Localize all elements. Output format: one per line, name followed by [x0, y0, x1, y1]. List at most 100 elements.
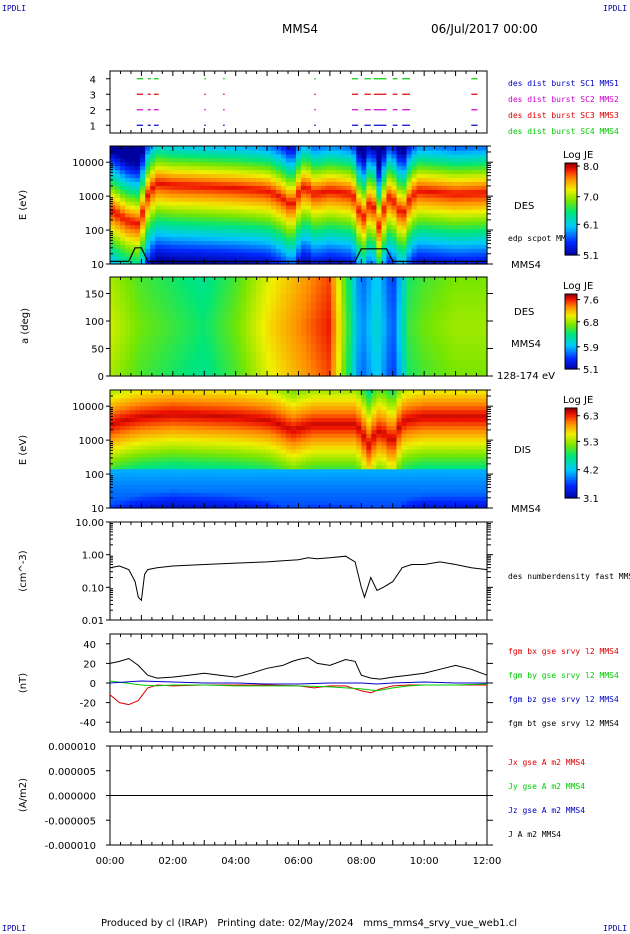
des-energy-cell: [255, 208, 262, 214]
dis-energy-cell: [331, 445, 337, 450]
dis-energy-cell: [245, 496, 252, 501]
des-energy-cell: [255, 149, 262, 155]
des-pitch-cell: [155, 301, 161, 311]
des-energy-cell: [205, 185, 212, 190]
des-energy-cell: [250, 252, 257, 257]
des-energy-cell: [351, 153, 357, 159]
dis-energy-cell: [326, 476, 332, 482]
dis-energy-cell: [190, 492, 197, 497]
des-energy-cell: [441, 169, 448, 175]
dis-energy-cell: [326, 500, 332, 505]
dis-energy-cell: [260, 456, 267, 462]
des-pitch-cell: [250, 277, 257, 286]
des-pitch-cell: [130, 351, 136, 361]
des-pitch-cell: [270, 359, 277, 369]
des-pitch-cell: [140, 293, 146, 303]
des-energy-cell: [290, 208, 297, 214]
dis-energy-cell: [260, 484, 267, 489]
des-pitch-cell: [456, 301, 463, 311]
des-energy-cell: [346, 252, 352, 257]
des-energy-cell: [130, 224, 136, 230]
des-pitch-cell: [351, 359, 357, 369]
dis-energy-cell: [145, 452, 151, 458]
dis-energy-cell: [120, 472, 126, 478]
des-pitch-cell: [441, 285, 448, 295]
des-pitch-cell: [466, 310, 473, 319]
des-pitch-cell: [270, 310, 277, 319]
dis-energy-cell: [311, 437, 317, 442]
des-energy-cell: [120, 232, 126, 238]
des-energy-cell: [366, 216, 372, 222]
des-pitch-cell: [290, 277, 297, 286]
des-energy-ytick-label: 10000: [72, 158, 104, 169]
dis-energy-cell: [190, 405, 197, 411]
des-energy-cell: [275, 244, 282, 249]
des-energy-cell: [396, 165, 403, 171]
des-energy-cell: [421, 208, 428, 214]
des-energy-cell: [431, 205, 438, 210]
des-energy-cell: [336, 193, 342, 198]
des-energy-cell: [401, 153, 408, 159]
des-pitch-cell: [250, 367, 257, 377]
des-energy-cell: [316, 173, 322, 179]
dis-energy-cell: [230, 449, 237, 454]
des-energy-cell: [321, 157, 327, 163]
des-pitch-cell: [230, 326, 237, 336]
des-pitch-cell: [326, 277, 332, 286]
dis-energy-cell: [301, 480, 307, 485]
des-energy-cell: [260, 236, 267, 241]
dis-energy-cell: [155, 500, 161, 505]
dis-energy-cell: [290, 456, 297, 462]
dis-energy-cell: [275, 405, 282, 411]
des-pitch-cell: [476, 334, 483, 344]
dis-energy-cell: [275, 390, 282, 395]
des-energy-cell: [436, 248, 443, 253]
des-pitch-cell: [200, 351, 207, 361]
des-energy-cell: [306, 224, 312, 230]
des-energy-cell: [295, 240, 302, 245]
dis-energy-cell: [175, 445, 181, 450]
des-energy-cell: [351, 216, 357, 222]
des-energy-cell: [155, 208, 161, 214]
dis-energy-cell: [120, 425, 126, 430]
des-energy-cell: [225, 185, 232, 190]
des-energy-cell: [185, 244, 192, 249]
des-energy-cell: [436, 256, 443, 261]
dis-energy-cell: [250, 409, 257, 415]
des-energy-cell: [280, 201, 287, 206]
des-energy-cell: [401, 232, 408, 238]
des-energy-cell: [225, 220, 232, 226]
dis-energy-cell: [245, 401, 252, 407]
des-pitch-cell: [436, 293, 443, 303]
des-energy-cell: [135, 236, 141, 241]
dis-energy-cell: [120, 500, 126, 505]
des-energy-cell: [225, 244, 232, 249]
dis-energy-cell: [220, 452, 227, 458]
des-energy-cell: [285, 197, 292, 202]
des-energy-cell: [245, 146, 252, 151]
des-energy-cell: [200, 260, 207, 265]
dis-energy-cell: [240, 492, 247, 497]
des-energy-cell: [245, 177, 252, 182]
des-energy-cell: [366, 228, 372, 234]
des-pitch-cell: [306, 310, 312, 319]
des-energy-cell: [155, 177, 161, 182]
dis-energy-cell: [210, 405, 217, 411]
dis-energy-cell: [210, 484, 217, 489]
des-pitch-cell: [411, 301, 418, 311]
des-energy-cell: [190, 157, 197, 163]
des-pitch-cell: [426, 367, 433, 377]
des-energy-cell: [285, 161, 292, 167]
des-pitch-cell: [361, 285, 367, 295]
dis-energy-cell: [225, 452, 232, 458]
des-energy-cell: [461, 157, 468, 163]
des-pitch-colorbar-cell: [565, 310, 577, 314]
des-energy-cell: [421, 149, 428, 155]
des-pitch-cell: [416, 310, 423, 319]
des-pitch-cell: [120, 310, 126, 319]
dis-energy-cell: [130, 472, 136, 478]
dis-energy-cell: [155, 433, 161, 438]
des-energy-cell: [351, 248, 357, 253]
dis-energy-cell: [140, 500, 146, 505]
des-energy-cell: [295, 189, 302, 194]
